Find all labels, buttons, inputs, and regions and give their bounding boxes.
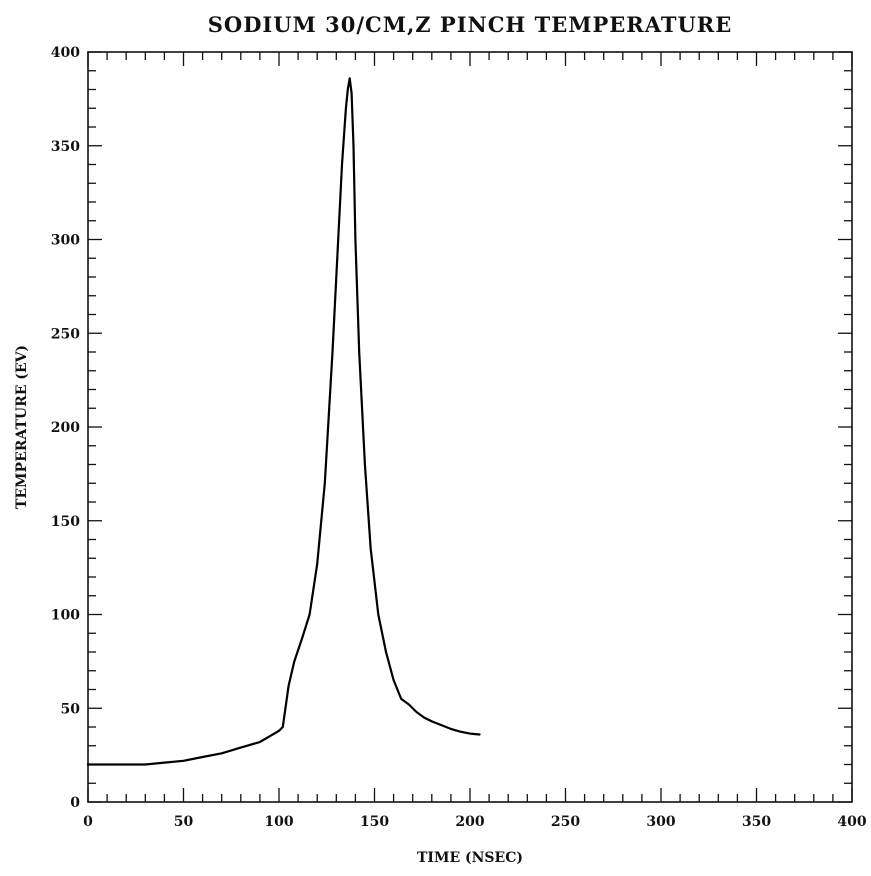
axis-ticks bbox=[87, 51, 853, 803]
x-tick-label: 250 bbox=[551, 814, 580, 830]
x-tick-label: 100 bbox=[264, 814, 293, 830]
y-tick-label: 250 bbox=[51, 326, 80, 342]
x-tick-label: 150 bbox=[360, 814, 389, 830]
y-tick-label: 200 bbox=[51, 420, 80, 436]
y-tick-label: 300 bbox=[51, 233, 80, 249]
plot-frame bbox=[87, 51, 853, 803]
chart-title: SODIUM 30/CM,Z PINCH TEMPERATURE bbox=[208, 12, 733, 37]
x-tick-label: 0 bbox=[83, 814, 93, 830]
x-tick-label: 200 bbox=[455, 814, 484, 830]
y-tick-label: 350 bbox=[51, 139, 80, 155]
tick-labels: 0 50 100 150 200 250 300 350 400 0 50 100 150 200 250 3… bbox=[51, 45, 867, 830]
x-axis-title: TIME (NSEC) bbox=[417, 850, 523, 866]
y-tick-label: 400 bbox=[51, 45, 80, 61]
x-tick-label: 400 bbox=[837, 814, 866, 830]
x-tick-label: 50 bbox=[174, 814, 194, 830]
x-tick-label: 350 bbox=[742, 814, 771, 830]
y-tick-label: 150 bbox=[51, 514, 80, 530]
temperature-line bbox=[86, 77, 481, 766]
y-tick-label: 50 bbox=[61, 701, 81, 717]
y-tick-label: 100 bbox=[51, 608, 80, 624]
y-axis-title: TEMPERATURE (EV) bbox=[14, 345, 30, 509]
x-tick-label: 300 bbox=[646, 814, 675, 830]
y-tick-label: 0 bbox=[70, 795, 80, 811]
